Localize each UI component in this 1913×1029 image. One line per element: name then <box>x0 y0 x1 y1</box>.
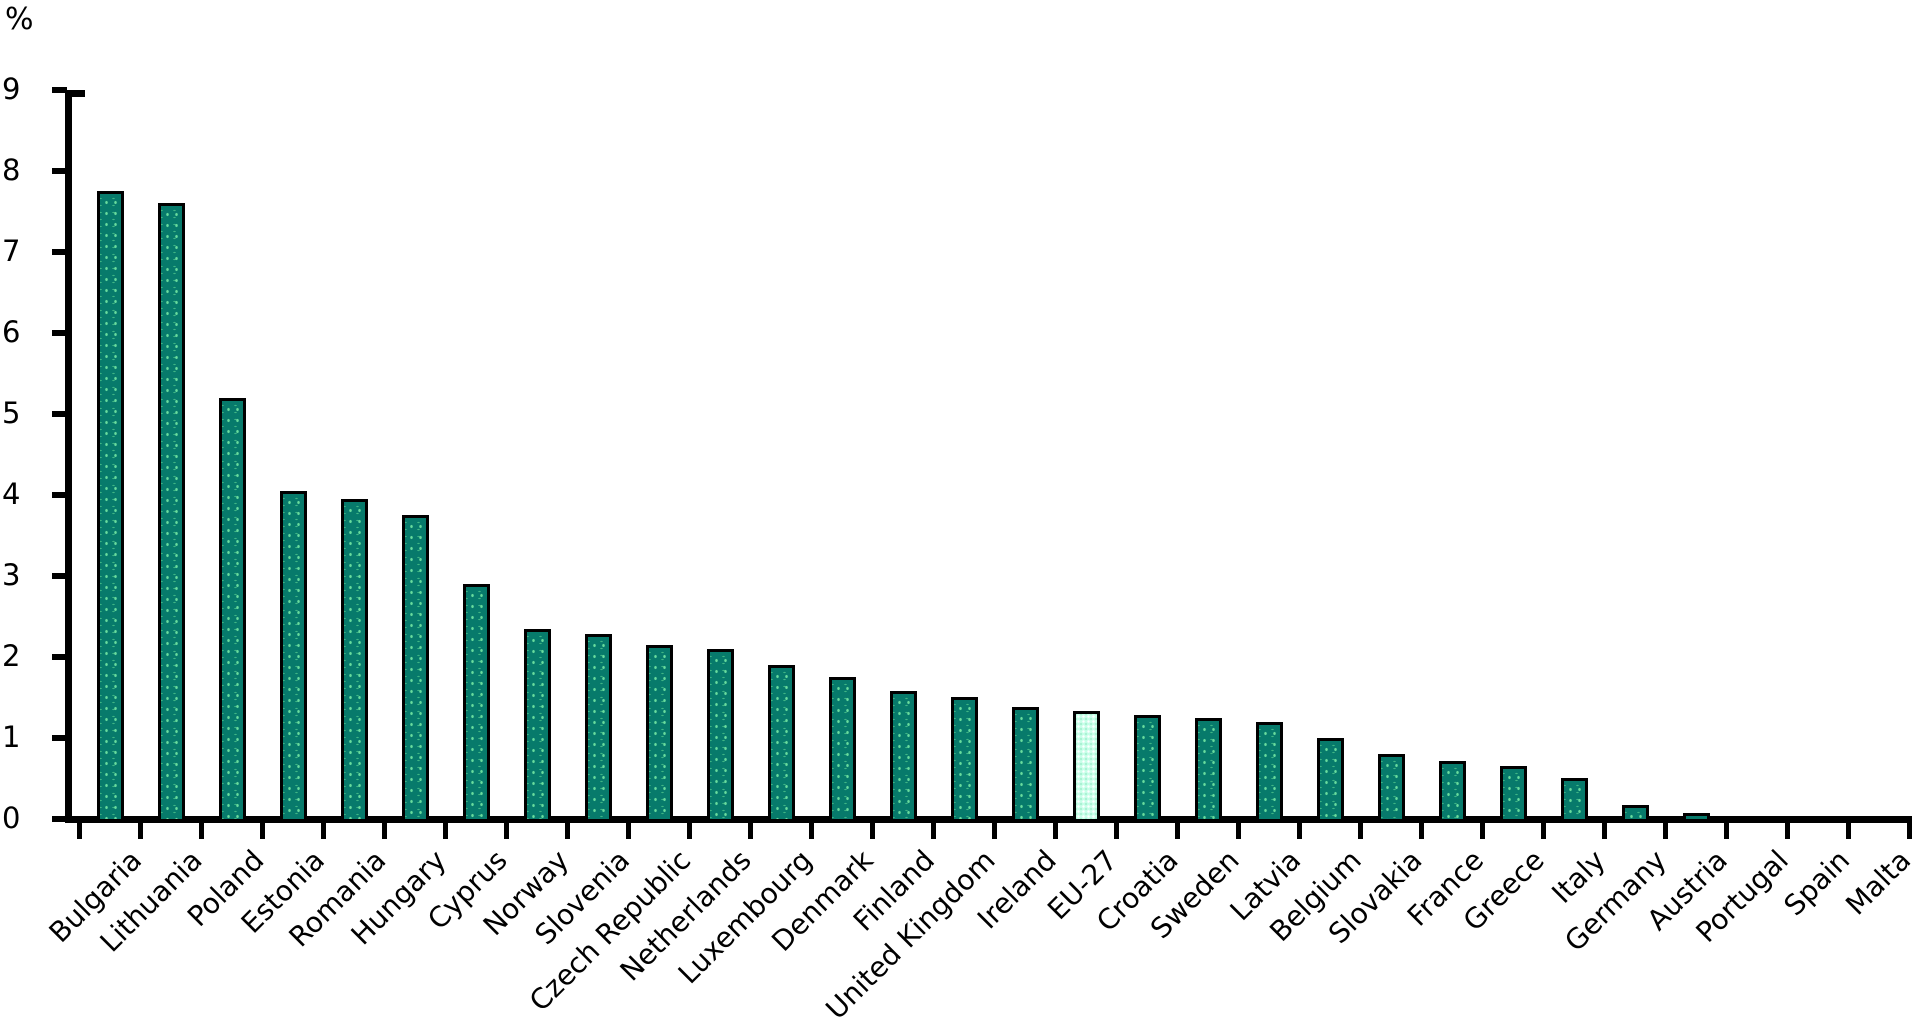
y-tick-9 <box>52 87 67 93</box>
x-tick-8 <box>565 822 570 839</box>
x-tick-1 <box>138 822 143 839</box>
y-tick-6 <box>52 330 67 336</box>
x-tick-11 <box>748 822 753 839</box>
bar-united-kingdom <box>950 697 978 819</box>
bar-cyprus <box>462 584 490 819</box>
y-tick-3 <box>52 573 67 579</box>
bar-ireland <box>1011 707 1039 819</box>
x-tick-30 <box>1907 822 1912 839</box>
x-tick-20 <box>1297 822 1302 839</box>
x-tick-18 <box>1175 822 1180 839</box>
x-tick-2 <box>199 822 204 839</box>
y-tick-label-4: 4 <box>2 477 21 511</box>
bar-romania <box>340 499 368 819</box>
bar-bulgaria <box>96 191 124 819</box>
y-tick-1 <box>52 735 67 741</box>
x-tick-6 <box>443 822 448 839</box>
bar-austria <box>1682 813 1710 819</box>
y-tick-8 <box>52 168 67 174</box>
y-tick-label-3: 3 <box>2 558 21 592</box>
bar-netherlands <box>706 649 734 819</box>
bar-slovenia <box>584 634 612 819</box>
x-tick-9 <box>626 822 631 839</box>
y-axis-title: % <box>5 2 34 37</box>
x-label-malta: Malta <box>1838 843 1913 922</box>
bar-lithuania <box>157 203 185 819</box>
x-tick-21 <box>1358 822 1363 839</box>
x-tick-17 <box>1114 822 1119 839</box>
bar-luxembourg <box>767 665 795 819</box>
x-tick-29 <box>1846 822 1851 839</box>
y-axis-top-cap <box>65 90 85 97</box>
bar-sweden <box>1194 718 1222 819</box>
y-tick-label-9: 9 <box>2 72 21 106</box>
y-tick-4 <box>52 492 67 498</box>
y-axis-line <box>65 90 72 823</box>
y-tick-label-1: 1 <box>2 720 21 754</box>
x-tick-24 <box>1541 822 1546 839</box>
y-tick-label-2: 2 <box>2 639 21 673</box>
x-axis-line <box>65 816 1912 823</box>
bar-poland <box>218 398 246 819</box>
y-tick-2 <box>52 654 67 660</box>
bar-denmark <box>828 677 856 819</box>
x-tick-12 <box>809 822 814 839</box>
bar-italy <box>1560 778 1588 819</box>
bar-hungary <box>401 515 429 819</box>
y-tick-5 <box>52 411 67 417</box>
bar-norway <box>523 629 551 819</box>
x-tick-7 <box>504 822 509 839</box>
y-tick-label-0: 0 <box>2 801 21 835</box>
bar-latvia <box>1255 722 1283 819</box>
bar-belgium <box>1316 738 1344 819</box>
x-tick-13 <box>870 822 875 839</box>
x-tick-23 <box>1480 822 1485 839</box>
bar-france <box>1438 761 1466 819</box>
x-tick-0 <box>77 822 82 839</box>
bar-germany <box>1621 805 1649 819</box>
y-tick-7 <box>52 249 67 255</box>
x-tick-16 <box>1053 822 1058 839</box>
bar-czech-republic <box>645 645 673 819</box>
bar-slovakia <box>1377 754 1405 819</box>
x-tick-27 <box>1724 822 1729 839</box>
y-tick-0 <box>52 816 67 822</box>
bar-estonia <box>279 491 307 819</box>
bar-eu-27 <box>1072 711 1100 819</box>
x-tick-22 <box>1419 822 1424 839</box>
bar-greece <box>1499 766 1527 819</box>
y-tick-label-7: 7 <box>2 234 21 268</box>
bar-finland <box>889 691 917 819</box>
x-tick-4 <box>321 822 326 839</box>
x-tick-10 <box>687 822 692 839</box>
x-tick-26 <box>1663 822 1668 839</box>
x-tick-3 <box>260 822 265 839</box>
y-tick-label-5: 5 <box>2 396 21 430</box>
x-tick-25 <box>1602 822 1607 839</box>
y-tick-label-8: 8 <box>2 153 21 187</box>
x-tick-15 <box>992 822 997 839</box>
x-tick-28 <box>1785 822 1790 839</box>
x-tick-5 <box>382 822 387 839</box>
x-label-spain: Spain <box>1777 843 1856 923</box>
x-tick-19 <box>1236 822 1241 839</box>
x-tick-14 <box>931 822 936 839</box>
bar-croatia <box>1133 715 1161 819</box>
y-tick-label-6: 6 <box>2 315 21 349</box>
